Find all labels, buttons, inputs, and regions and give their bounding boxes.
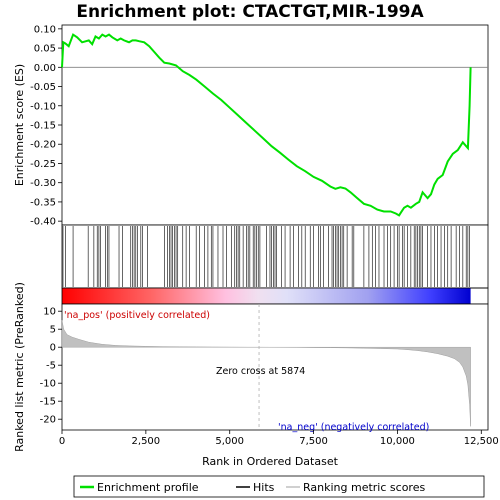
x-tick-label: 7,500 (299, 436, 328, 447)
es-y-tick-label: -0.10 (30, 101, 56, 112)
x-tick-label: 2,500 (132, 436, 161, 447)
es-y-tick-label: 0.05 (34, 44, 56, 55)
hits-panel (62, 225, 488, 288)
es-panel: 0.10 0.05 0.00 -0.05 -0.10 -0.15 -0.20 -0.25 -0.… (30, 24, 488, 227)
metric-panel: 10 5 0 -5 -10 -15 -20 'na_pos' (positively cor… (40, 304, 488, 433)
legend-metric-label: Ranking metric scores (303, 481, 425, 494)
metric-y-ticks: 10 5 0 -5 -10 -15 -20 (40, 307, 62, 426)
chart-title: Enrichment plot: CTACTGT,MIR-199A (76, 2, 424, 22)
es-y-tick-label: -0.20 (30, 140, 56, 151)
legend: Enrichment profile Hits Ranking metric s… (74, 476, 484, 497)
es-y-tick-label: -0.35 (30, 197, 56, 208)
positive-correlation-label: 'na_pos' (positively correlated) (64, 310, 210, 321)
es-y-tick-label: -0.25 (30, 159, 56, 170)
es-y-tick-label: 0.00 (34, 63, 56, 74)
zero-cross-label: Zero cross at 5874 (216, 366, 305, 377)
x-tick-label: 5,000 (215, 436, 244, 447)
metric-y-tick-label: -5 (46, 361, 56, 372)
x-tick-label: 0 (59, 436, 65, 447)
metric-y-tick-label: 10 (43, 307, 56, 318)
rank-color-bar (62, 288, 471, 304)
x-tick-label: 12,500 (464, 436, 499, 447)
metric-y-axis-label: Ranked list metric (PreRanked) (13, 282, 26, 452)
metric-y-tick-label: 0 (50, 343, 56, 354)
x-axis-label: Rank in Ordered Dataset (202, 455, 339, 468)
legend-hits-label: Hits (253, 481, 275, 494)
metric-y-tick-label: -15 (40, 397, 56, 408)
es-y-tick-label: -0.40 (30, 217, 56, 228)
legend-enrichment-label: Enrichment profile (97, 481, 199, 494)
es-y-tick-label: -0.30 (30, 178, 56, 189)
metric-y-tick-label: -20 (40, 415, 56, 426)
metric-y-tick-label: 5 (50, 325, 56, 336)
es-y-ticks: 0.10 0.05 0.00 -0.05 -0.10 -0.15 -0.20 -0.25 -0.… (30, 24, 62, 227)
es-y-axis-label: Enrichment score (ES) (13, 64, 26, 186)
es-y-tick-label: -0.15 (30, 121, 56, 132)
es-y-tick-label: 0.10 (34, 24, 56, 35)
es-y-tick-label: -0.05 (30, 82, 56, 93)
metric-y-tick-label: -10 (40, 379, 56, 390)
negative-correlation-label: 'na_neg' (negatively correlated) (278, 422, 429, 433)
x-tick-label: 10,000 (380, 436, 415, 447)
